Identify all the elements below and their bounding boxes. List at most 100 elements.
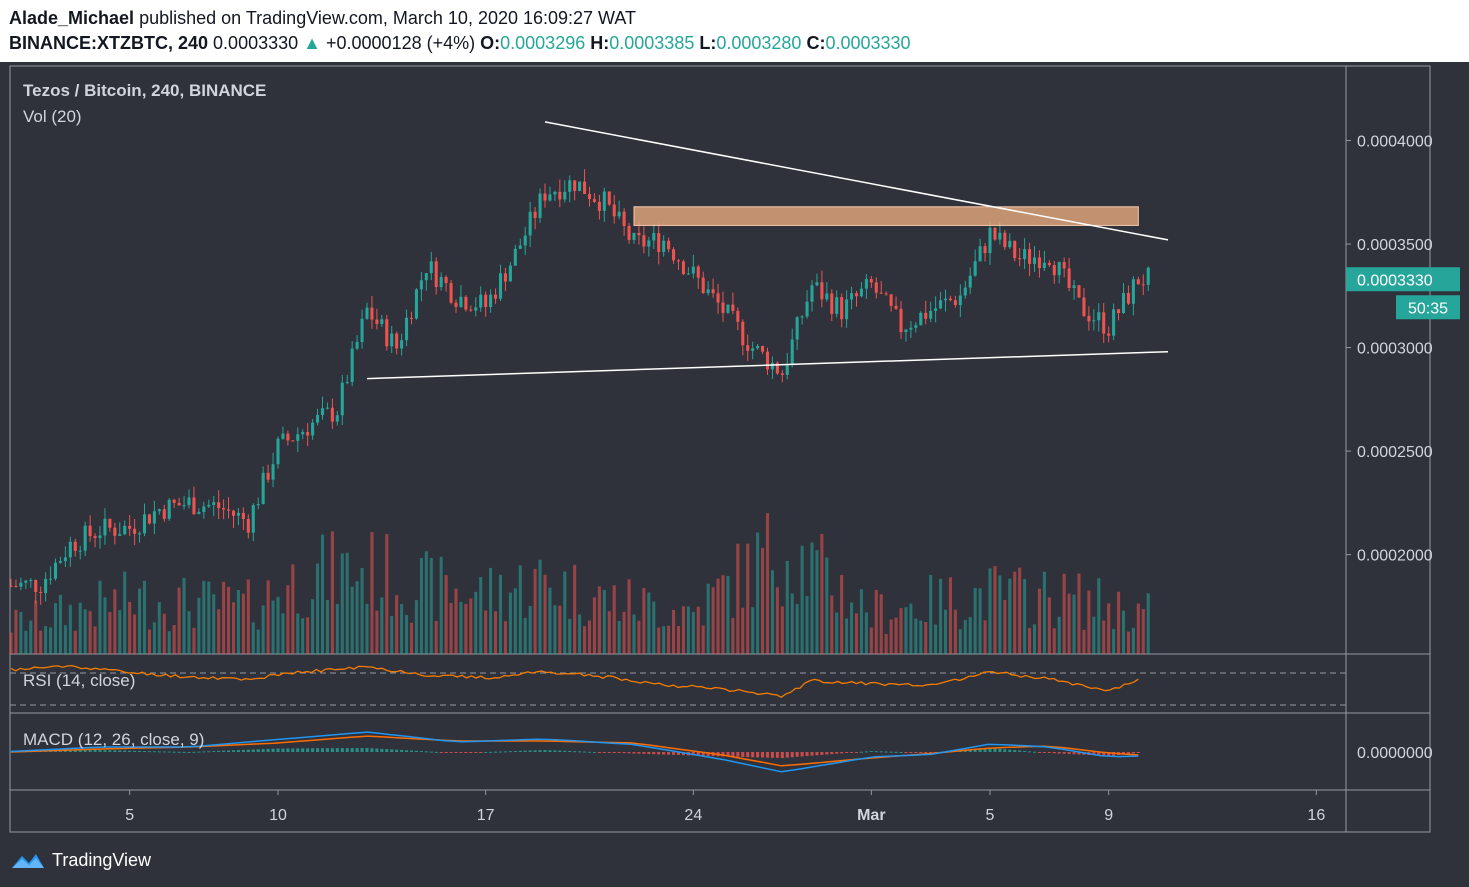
volume-bar (138, 588, 142, 654)
high-label: H: (590, 33, 610, 53)
candle-body (118, 534, 122, 536)
macd-histogram-bar (286, 748, 290, 752)
volume-bar (469, 598, 473, 654)
macd-histogram-bar (721, 752, 725, 757)
candle-body (884, 293, 888, 295)
volume-bar (375, 610, 379, 654)
candle-body (1003, 232, 1007, 248)
macd-histogram-bar (217, 750, 221, 752)
volume-bar (701, 625, 705, 654)
candle-body (914, 325, 918, 328)
volume-bar (444, 575, 448, 654)
high-value: 0.0003385 (609, 33, 695, 53)
volume-bar (1042, 571, 1046, 654)
volume-bar (538, 559, 542, 654)
candle-body (1121, 292, 1126, 314)
candle-body (365, 307, 369, 319)
published-text: published on TradingView.com, March 10, … (139, 8, 637, 28)
candle-body (1117, 309, 1121, 314)
candle-body (395, 333, 399, 349)
volume-bar (726, 575, 730, 654)
candle-body (963, 287, 967, 296)
volume-bar (790, 593, 794, 654)
volume-bar (1117, 591, 1121, 654)
volume-bar (652, 601, 656, 654)
volume-bar (1067, 593, 1071, 654)
volume-bar (39, 630, 43, 654)
macd-histogram-bar (1037, 752, 1041, 753)
volume-bar (261, 605, 265, 654)
macd-histogram-bar (553, 750, 557, 752)
candle-body (934, 308, 938, 311)
volume-bar (405, 614, 409, 654)
macd-histogram-bar (320, 748, 325, 752)
candle-body (68, 541, 72, 558)
macd-histogram-bar (988, 748, 992, 752)
candle-body (24, 580, 28, 583)
volume-bar (1131, 627, 1135, 654)
author-name[interactable]: Alade_Michael (9, 8, 135, 28)
time-tick-label: Mar (857, 807, 885, 824)
volume-bar (573, 564, 577, 654)
macd-histogram-bar (429, 751, 433, 753)
volume-bar (558, 605, 562, 654)
candle-body (375, 319, 379, 324)
candle-body (44, 579, 48, 594)
volume-bar (765, 513, 770, 654)
candle-body (667, 240, 671, 250)
volume-bar (756, 532, 760, 654)
volume-bar (973, 587, 977, 654)
macd-histogram-bar (459, 752, 463, 753)
candle-body (840, 297, 844, 320)
candle-body (1087, 315, 1091, 322)
volume-bar (1141, 609, 1145, 654)
volume-bar (919, 620, 923, 654)
macd-histogram-bar (850, 752, 854, 753)
volume-bar (58, 594, 62, 654)
macd-histogram-bar (998, 748, 1002, 752)
macd-histogram-bar (162, 751, 166, 753)
candle-body (627, 225, 631, 240)
candle-body (325, 407, 329, 409)
time-tick-label: 5 (986, 807, 995, 824)
volume-bar (256, 629, 260, 654)
volume-bar (548, 587, 552, 654)
macd-histogram-bar (167, 751, 171, 753)
candle-body (543, 193, 547, 201)
volume-bar (1047, 597, 1051, 654)
volume-bar (845, 618, 849, 654)
macd-histogram-bar (508, 751, 512, 753)
macd-histogram-bar (306, 748, 310, 752)
volume-bar (983, 620, 987, 654)
macd-histogram-bar (563, 750, 567, 752)
macd-histogram-bar (647, 752, 651, 754)
candle-body (419, 280, 423, 290)
macd-histogram-bar (380, 748, 384, 752)
volume-bar (948, 577, 952, 654)
price-chart[interactable]: 0.0003330 50:35 0.0004000 0.0003500 0.00030… (0, 62, 1469, 842)
macd-histogram-bar (662, 752, 666, 755)
tradingview-logo[interactable]: TradingView (10, 848, 151, 872)
price-tick-label: 0.0004000 (1357, 134, 1433, 151)
candle-body (1032, 257, 1037, 264)
volume-bar (568, 618, 572, 654)
macd-histogram-bar (558, 750, 562, 752)
macd-histogram-bar (523, 750, 527, 752)
candle-body (350, 348, 354, 383)
macd-histogram-bar (123, 750, 127, 752)
macd-histogram-bar (864, 751, 868, 753)
volume-bar (236, 590, 240, 654)
candle-body (805, 301, 809, 317)
candle-body (479, 294, 483, 308)
candle-body (825, 293, 829, 300)
time-tick-label: 10 (269, 807, 287, 824)
volume-bar (1052, 628, 1056, 654)
candle-body (58, 561, 62, 563)
candle-body (830, 293, 834, 314)
volume-bar (192, 627, 196, 654)
candle-body (578, 181, 582, 192)
candle-body (34, 580, 38, 592)
macd-histogram-bar (835, 752, 839, 754)
volume-bar (587, 620, 592, 654)
volume-bar (583, 626, 587, 654)
